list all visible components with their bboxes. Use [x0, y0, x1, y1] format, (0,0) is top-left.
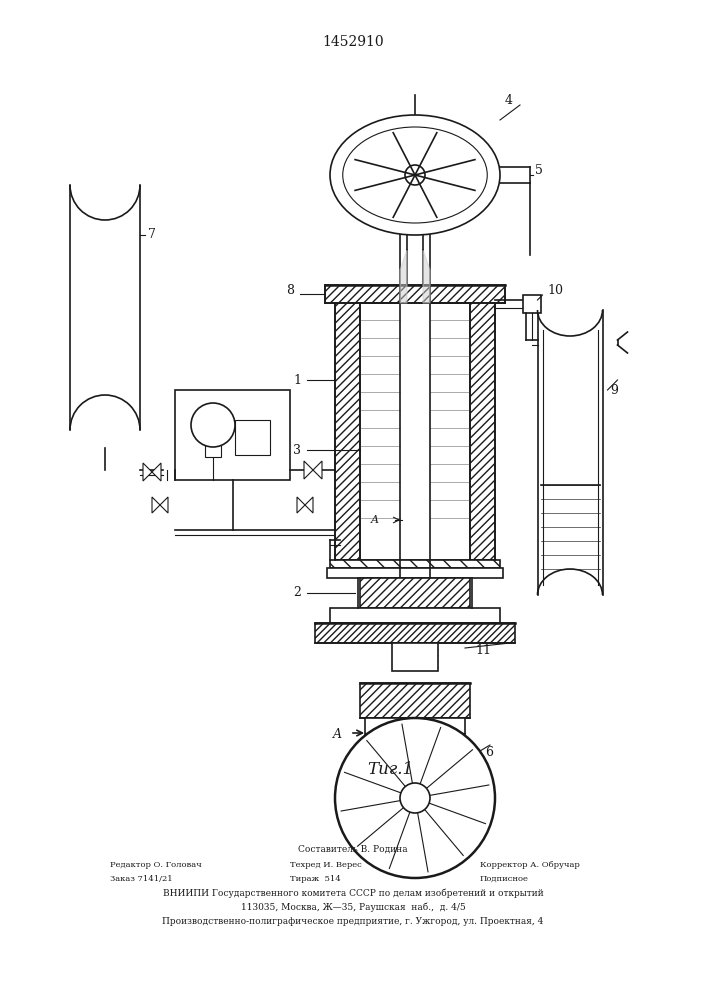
Text: 3: 3 — [293, 444, 301, 456]
Bar — [522, 295, 540, 313]
Bar — [330, 560, 500, 568]
Bar — [400, 157, 430, 192]
Bar — [205, 445, 221, 457]
Text: 8: 8 — [286, 284, 294, 296]
Text: Составитель В. Родина: Составитель В. Родина — [298, 845, 408, 854]
Text: A: A — [371, 515, 379, 525]
Bar — [235, 420, 270, 455]
Polygon shape — [423, 250, 430, 303]
Text: Тираж  514: Тираж 514 — [290, 875, 341, 883]
Polygon shape — [143, 463, 152, 481]
Polygon shape — [400, 250, 407, 303]
Circle shape — [405, 165, 425, 185]
Bar — [365, 718, 465, 748]
Polygon shape — [305, 497, 313, 513]
Text: 1: 1 — [293, 373, 301, 386]
Text: 4: 4 — [505, 94, 513, 106]
Polygon shape — [313, 461, 322, 479]
Circle shape — [191, 403, 235, 447]
Text: A: A — [332, 728, 341, 742]
Circle shape — [400, 783, 430, 813]
Text: 5: 5 — [535, 163, 543, 176]
Circle shape — [335, 718, 495, 878]
Bar — [335, 290, 360, 560]
Bar — [327, 568, 503, 578]
Ellipse shape — [343, 127, 487, 223]
Text: 113035, Москва, Ж—35, Раушская  наб.,  д. 4/5: 113035, Москва, Ж—35, Раушская наб., д. … — [240, 903, 465, 912]
Bar — [360, 578, 470, 608]
Ellipse shape — [330, 115, 500, 235]
Text: 11: 11 — [475, 645, 491, 658]
Polygon shape — [160, 497, 168, 513]
Text: ВНИИПИ Государственного комитета СССР по делам изобретений и открытий: ВНИИПИ Государственного комитета СССР по… — [163, 889, 544, 898]
Bar — [392, 643, 438, 671]
Text: Техред И. Верес: Техред И. Верес — [290, 861, 362, 869]
Bar — [330, 608, 500, 623]
Polygon shape — [152, 497, 160, 513]
Bar — [175, 390, 290, 480]
Text: Τиг.1: Τиг.1 — [367, 762, 413, 778]
Text: 2: 2 — [293, 586, 301, 599]
Bar — [325, 285, 505, 303]
Text: Корректор А. Обручар: Корректор А. Обручар — [480, 861, 580, 869]
Text: Подписное: Подписное — [480, 875, 529, 883]
Text: Редактор О. Головач: Редактор О. Головач — [110, 861, 201, 869]
Text: 9: 9 — [611, 383, 619, 396]
Text: 10: 10 — [547, 284, 563, 296]
Text: 1452910: 1452910 — [322, 35, 384, 49]
Bar — [360, 683, 470, 718]
Polygon shape — [304, 461, 313, 479]
Text: Производственно-полиграфическое предприятие, г. Ужгород, ул. Проектная, 4: Производственно-полиграфическое предприя… — [163, 917, 544, 926]
Polygon shape — [297, 497, 305, 513]
Bar — [470, 290, 495, 560]
Text: 7: 7 — [148, 229, 156, 241]
Text: Заказ 7141/21: Заказ 7141/21 — [110, 875, 173, 883]
Bar — [315, 623, 515, 643]
Polygon shape — [152, 463, 161, 481]
Text: 6: 6 — [485, 746, 493, 760]
